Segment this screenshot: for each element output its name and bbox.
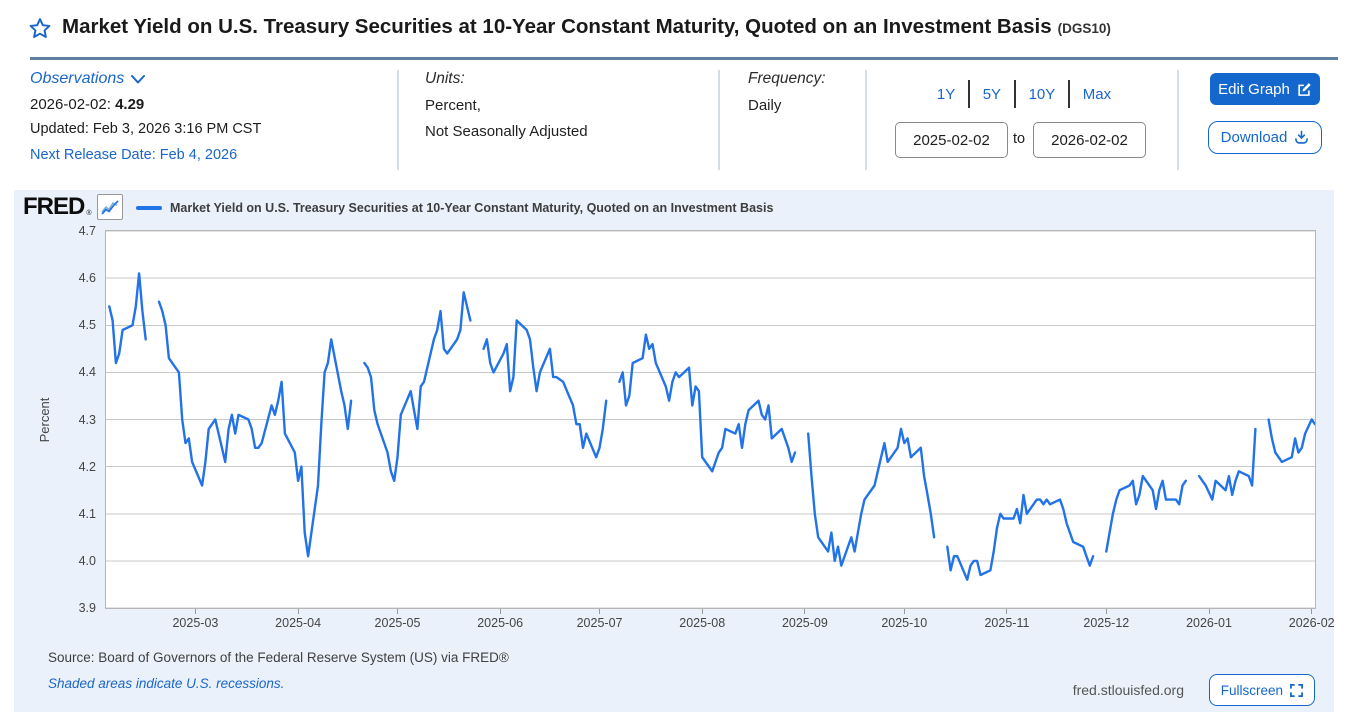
legend-line-swatch: [136, 206, 162, 210]
x-tick-mark: [701, 609, 703, 614]
plot-svg[interactable]: [105, 230, 1316, 609]
chart-legend: Market Yield on U.S. Treasury Securities…: [136, 201, 773, 215]
x-tick-mark: [599, 609, 601, 614]
x-tick-mark: [903, 609, 905, 614]
fred-logo[interactable]: FRED ®: [23, 193, 123, 221]
frequency-value: Daily: [748, 97, 782, 114]
x-tick-label: 2025-09: [781, 616, 828, 630]
fred-wordmark: FRED: [23, 193, 85, 220]
latest-observation: 2026-02-02: 4.29: [30, 96, 144, 113]
chevron-down-icon: [131, 74, 146, 83]
units-value-2: Not Seasonally Adjusted: [425, 123, 588, 140]
end-date-input[interactable]: [1033, 122, 1146, 158]
x-tick-label: 2026-02: [1288, 616, 1335, 630]
range-preset-max[interactable]: Max: [1082, 85, 1112, 103]
y-tick-label: 4.1: [78, 506, 96, 521]
favorite-star-icon[interactable]: [28, 17, 52, 41]
fullscreen-label: Fullscreen: [1220, 682, 1283, 698]
x-tick-mark: [1311, 609, 1313, 614]
units-label: Units:: [425, 70, 465, 87]
range-presets: 1Y 5Y 10Y Max: [880, 80, 1168, 108]
x-tick-mark: [804, 609, 806, 614]
y-tick-label: 4.5: [78, 318, 96, 333]
y-tick-label: 3.9: [78, 601, 96, 615]
info-divider: [865, 70, 867, 170]
start-date-input[interactable]: [895, 122, 1008, 158]
series-line: [108, 272, 147, 365]
page-title: Market Yield on U.S. Treasury Securities…: [62, 15, 1111, 38]
download-button[interactable]: Download: [1208, 121, 1322, 154]
fullscreen-icon: [1290, 683, 1303, 697]
x-tick-mark: [499, 609, 501, 614]
site-link[interactable]: fred.stlouisfed.org: [1072, 682, 1184, 698]
x-tick-mark: [1105, 609, 1107, 614]
edit-icon: [1298, 82, 1311, 96]
chart-panel: FRED ® Market Yield on U.S. Treasury Secu…: [14, 190, 1335, 712]
edit-graph-button[interactable]: Edit Graph: [1210, 73, 1320, 105]
x-tick-label: 2025-11: [984, 616, 1030, 630]
source-attribution: Source: Board of Governors of the Federa…: [48, 650, 509, 665]
range-preset-5y[interactable]: 5Y: [982, 85, 1002, 103]
y-tick-label: 4.3: [78, 412, 96, 427]
series-line: [482, 319, 608, 459]
edit-graph-label: Edit Graph: [1218, 80, 1290, 98]
units-value-1: Percent,: [425, 97, 481, 114]
series-line: [1105, 474, 1188, 553]
x-tick-mark: [396, 609, 398, 614]
x-tick-label: 2025-08: [679, 616, 726, 630]
range-preset-10y[interactable]: 10Y: [1028, 85, 1056, 103]
series-id: (DGS10): [1057, 21, 1111, 36]
y-tick-label: 4.2: [78, 459, 96, 474]
observations-label: Observations: [30, 70, 125, 87]
observations-dropdown[interactable]: Observations: [30, 70, 146, 88]
range-preset-1y[interactable]: 1Y: [936, 85, 956, 103]
frequency-label: Frequency:: [748, 70, 826, 87]
x-tick-label: 2026-01: [1186, 616, 1232, 630]
preset-separator: [1068, 80, 1070, 108]
updated-timestamp: Updated: Feb 3, 2026 3:16 PM CST: [30, 121, 262, 137]
preset-separator: [1014, 80, 1016, 108]
registered-mark: ®: [86, 210, 92, 217]
download-icon: [1295, 130, 1309, 144]
x-tick-label: 2025-12: [1083, 616, 1130, 630]
date-range-to-label: to: [1013, 131, 1026, 147]
next-release-date: Next Release Date: Feb 4, 2026: [30, 147, 238, 163]
recession-note-link[interactable]: Shaded areas indicate U.S. recessions.: [48, 676, 285, 691]
download-label: Download: [1220, 129, 1288, 146]
title-divider: [30, 57, 1338, 60]
fullscreen-button[interactable]: Fullscreen: [1208, 674, 1315, 706]
legend-label: Market Yield on U.S. Treasury Securities…: [170, 201, 774, 215]
x-tick-label: 2025-10: [881, 616, 928, 630]
x-tick-label: 2025-07: [576, 616, 623, 630]
series-line: [157, 300, 353, 558]
x-tick-mark: [1006, 609, 1008, 614]
x-tick-label: 2025-03: [172, 616, 219, 630]
series-line: [807, 427, 936, 567]
series-line: [618, 333, 797, 473]
x-tick-label: 2025-05: [374, 616, 421, 630]
latest-observation-value: 4.29: [115, 96, 145, 113]
series-line: [1197, 427, 1257, 501]
x-tick-mark: [194, 609, 196, 614]
y-tick-label: 4.7: [78, 224, 96, 238]
x-tick-label: 2025-04: [275, 616, 322, 630]
series-line: [946, 493, 1095, 581]
x-tick-label: 2025-06: [477, 616, 524, 630]
info-divider: [397, 70, 399, 170]
y-tick-label: 4.6: [78, 271, 96, 286]
info-divider: [1177, 70, 1179, 170]
series-line: [363, 291, 472, 483]
latest-observation-date: 2026-02-02:: [30, 96, 111, 113]
x-tick-mark: [1208, 609, 1210, 614]
y-tick-label: 4.4: [78, 365, 96, 380]
y-tick-label: 4.0: [78, 553, 96, 568]
preset-separator: [968, 80, 970, 108]
fred-chart-icon: [96, 194, 123, 220]
info-divider: [718, 70, 720, 170]
x-tick-mark: [297, 609, 299, 614]
series-line: [1267, 418, 1315, 464]
